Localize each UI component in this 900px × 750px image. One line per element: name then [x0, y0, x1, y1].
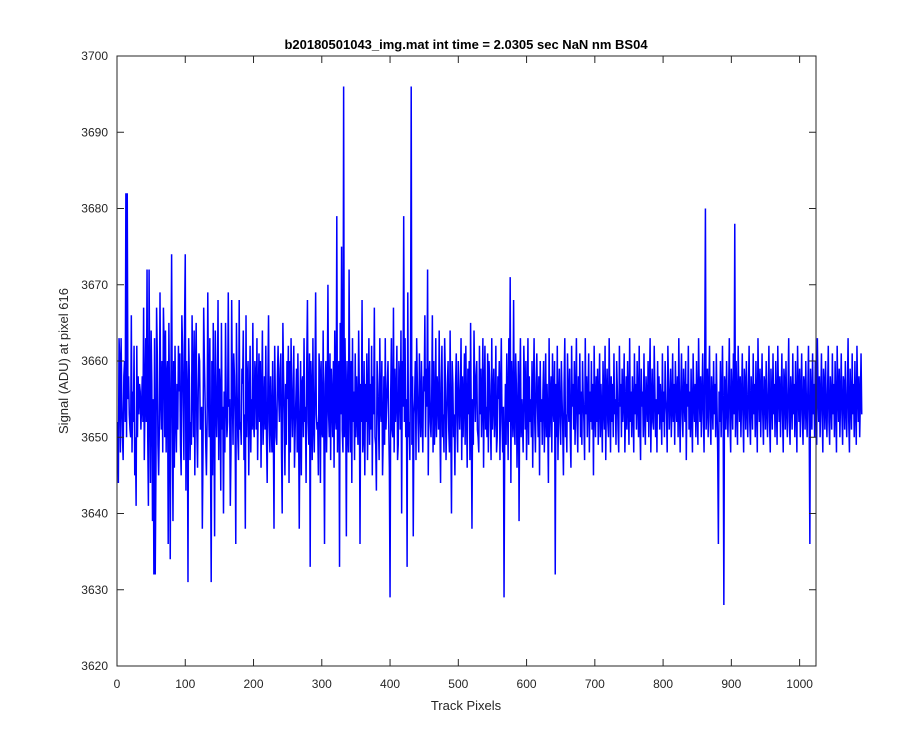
y-tick-label: 3630 [81, 583, 108, 597]
x-tick-label: 700 [585, 677, 605, 691]
y-tick-label: 3620 [81, 659, 108, 673]
x-tick-label: 600 [517, 677, 537, 691]
y-tick-label: 3700 [81, 49, 108, 63]
x-tick-label: 500 [448, 677, 468, 691]
chart-title: b20180501043_img.mat int time = 2.0305 s… [284, 37, 648, 52]
series-line [116, 86, 863, 606]
y-tick-label: 3690 [81, 125, 108, 139]
series-layer [116, 86, 863, 606]
y-tick-label: 3660 [81, 354, 108, 368]
x-tick-label: 1000 [786, 677, 813, 691]
x-tick-label: 0 [114, 677, 121, 691]
x-tick-label: 300 [312, 677, 332, 691]
x-tick-label: 100 [175, 677, 195, 691]
x-tick-label: 200 [244, 677, 264, 691]
x-axis-label: Track Pixels [431, 698, 502, 713]
y-tick-label: 3640 [81, 507, 108, 521]
x-axis: 0 100 200 300 400 500 600 700 800 900 1000 [114, 56, 813, 691]
y-tick-label: 3650 [81, 430, 108, 444]
y-tick-label: 3680 [81, 202, 108, 216]
y-axis: 3620 3630 3640 3650 3660 3670 3680 3690 3700 [81, 49, 816, 673]
y-axis-label: Signal (ADU) at pixel 616 [56, 288, 71, 434]
x-tick-label: 900 [721, 677, 741, 691]
x-tick-label: 400 [380, 677, 400, 691]
y-tick-label: 3670 [81, 278, 108, 292]
x-tick-label: 800 [653, 677, 673, 691]
